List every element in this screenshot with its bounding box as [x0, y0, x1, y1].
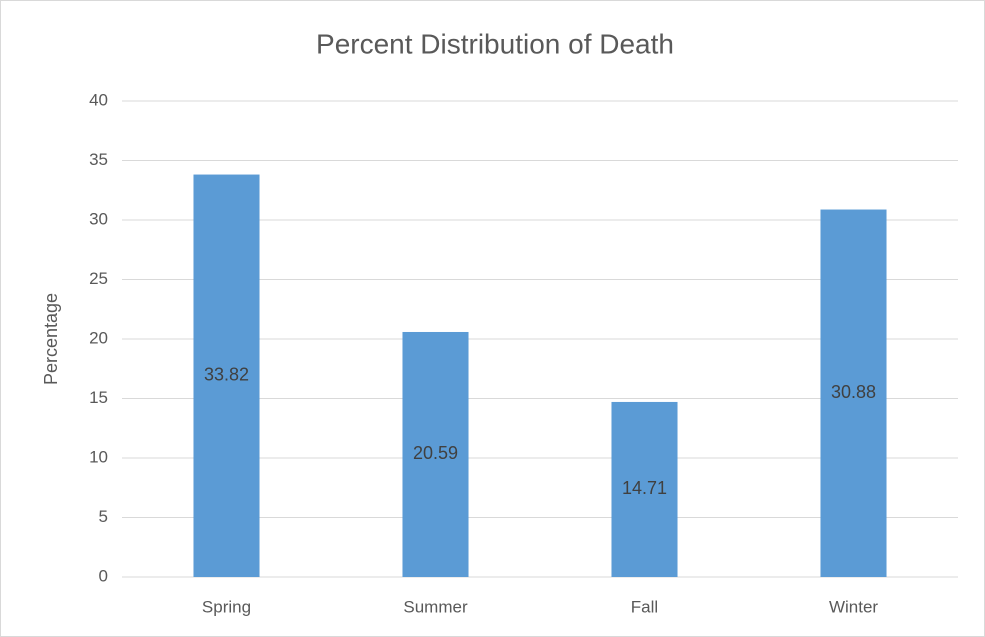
y-tick-label: 15 [89, 388, 108, 407]
chart-title: Percent Distribution of Death [316, 28, 674, 59]
bar [820, 209, 887, 577]
bar [193, 174, 260, 578]
y-tick-label: 20 [89, 328, 108, 347]
data-label: 20.59 [413, 443, 458, 463]
y-tick-label: 10 [89, 447, 108, 466]
data-label: 14.71 [622, 478, 667, 498]
x-tick-label: Winter [829, 597, 878, 616]
data-label: 33.82 [204, 365, 249, 385]
y-tick-label: 5 [99, 507, 108, 526]
x-tick-label: Fall [631, 597, 658, 616]
x-tick-label: Summer [403, 597, 468, 616]
y-tick-label: 35 [89, 150, 108, 169]
bar [402, 331, 469, 577]
y-tick-label: 0 [99, 566, 108, 585]
x-tick-label: Spring [202, 597, 251, 616]
y-tick-label: 40 [89, 90, 108, 109]
data-label: 30.88 [831, 382, 876, 402]
bar [611, 401, 678, 577]
y-tick-label: 25 [89, 269, 108, 288]
y-axis-label: Percentage [41, 293, 61, 385]
y-tick-label: 30 [89, 209, 108, 228]
